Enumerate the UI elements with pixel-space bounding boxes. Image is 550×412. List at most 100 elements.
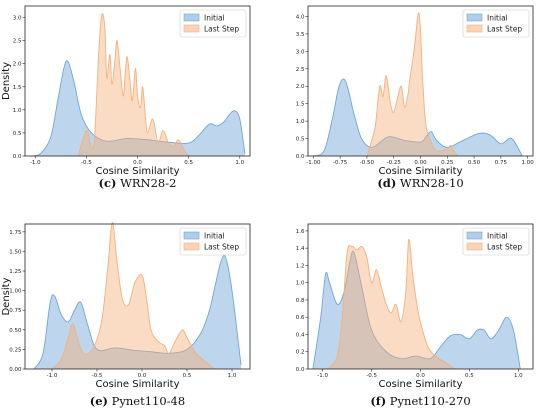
y-tick-label: 1.00 <box>9 289 22 295</box>
series-area-last-step <box>366 12 458 157</box>
legend: Initial Last Step <box>179 9 247 38</box>
panel-d: -1.00 -0.75 -0.50 -0.25 0.00 0.25 0.50 0.75 1.00… <box>296 5 535 190</box>
legend-swatch <box>466 13 483 22</box>
x-axis-label: Cosine Similarity <box>378 379 462 390</box>
y-tick-label: 2.0 <box>296 84 305 90</box>
y-tick-label: 1.6 <box>296 229 305 235</box>
y-tick-label: 1.0 <box>13 108 22 114</box>
y-tick-label: 3.5 <box>296 32 305 38</box>
x-tick-label: 0.75 <box>495 160 508 166</box>
caption-letter: (d) <box>377 176 396 190</box>
y-tick-label: 1.2 <box>296 263 305 269</box>
legend-label: Last Step <box>204 25 239 34</box>
series-line-initial <box>33 254 242 370</box>
caption-name: Pynet110-270 <box>386 394 471 408</box>
x-tick-label: -1.0 <box>317 373 328 379</box>
legend-swatch <box>183 24 200 33</box>
y-tick-label: 1.50 <box>9 249 22 255</box>
legend-swatch <box>466 242 483 251</box>
legend-swatch <box>183 13 200 22</box>
caption-letter: (e) <box>90 394 108 408</box>
y-tick-label: 0.75 <box>9 308 22 314</box>
y-tick-label: 1.0 <box>296 119 305 125</box>
legend: Initial Last Step <box>462 9 530 38</box>
series-line-last-step <box>77 13 190 157</box>
series-area-initial <box>34 255 241 369</box>
y-tick-label: 1.0 <box>296 281 305 287</box>
y-tick-label: 3.0 <box>296 49 305 55</box>
legend-label: Initial <box>204 232 225 241</box>
y-tick-label: 0.5 <box>13 131 22 137</box>
legend-label: Initial <box>487 232 508 241</box>
series-area-last-step <box>52 222 214 369</box>
plot-frame <box>24 223 251 370</box>
x-tick-label: 0.0 <box>138 373 147 379</box>
series-line-initial <box>30 60 246 157</box>
x-axis-label: Cosine Similarity <box>378 166 462 177</box>
series-area-last-step <box>327 239 455 369</box>
y-tick-label: 0.6 <box>296 315 305 321</box>
y-tick-label: 0.8 <box>296 298 305 304</box>
y-tick-label: 4.0 <box>296 14 305 20</box>
y-tick-label: 1.5 <box>296 102 305 108</box>
panel-f: -1.0 -0.5 0.0 0.5 1.0 0.0 0.2 0.4 0.6 0.8 1.0 1.2 1.… <box>296 223 534 408</box>
x-tick-label: 0.0 <box>133 160 142 166</box>
y-tick-label: 2.5 <box>296 67 305 73</box>
y-tick-label: 1.4 <box>296 246 305 252</box>
panel-c: -1.0 -0.5 0.0 0.5 1.0 0.0 0.5 1.0 1.5 2.0 2.5 3.0 Co… <box>1 5 251 190</box>
series-line-last-step <box>327 239 455 370</box>
y-tick-label: 1.5 <box>13 85 22 91</box>
y-tick-label: 2.0 <box>13 62 22 68</box>
caption-letter: (f) <box>370 394 386 408</box>
x-tick-label: 1.0 <box>235 160 244 166</box>
x-tick-label: -0.75 <box>333 160 348 166</box>
x-tick-label: 0.5 <box>184 160 193 166</box>
legend: Initial Last Step <box>179 227 247 256</box>
y-tick-label: 0.00 <box>9 367 22 373</box>
series-line-last-step <box>51 221 215 370</box>
y-tick-label: 0.0 <box>13 154 22 160</box>
y-tick-label: 0.0 <box>296 154 305 160</box>
x-tick-label: 0.00 <box>414 160 427 166</box>
x-tick-label: -0.5 <box>81 160 92 166</box>
x-tick-label: 0.25 <box>441 160 454 166</box>
legend-swatch <box>183 231 200 240</box>
x-tick-label: -1.00 <box>306 160 321 166</box>
series-area-initial <box>313 78 523 156</box>
panel-caption: (d) WRN28-10 <box>377 176 463 190</box>
series-line-initial <box>313 78 523 157</box>
legend-label: Initial <box>487 14 508 23</box>
panel-caption: (c) WRN28-2 <box>99 176 177 190</box>
x-tick-label: -0.5 <box>92 373 103 379</box>
legend-label: Last Step <box>487 243 522 252</box>
y-tick-label: 0.25 <box>9 347 22 353</box>
caption-name: WRN28-2 <box>116 176 176 190</box>
legend-label: Initial <box>204 14 225 23</box>
series-line-initial <box>312 250 521 370</box>
x-tick-label: -0.25 <box>387 160 402 166</box>
series-area-last-step <box>78 13 189 156</box>
x-tick-label: -1.0 <box>30 160 41 166</box>
y-tick-label: 0.4 <box>296 332 305 338</box>
legend: Initial Last Step <box>462 227 530 256</box>
y-tick-label: 2.5 <box>13 39 22 45</box>
panel-caption: (e) Pynet110-48 <box>90 394 185 408</box>
y-tick-label: 0.50 <box>9 328 22 334</box>
y-tick-label: 3.0 <box>13 16 22 22</box>
legend-label: Last Step <box>204 243 239 252</box>
series-area-initial <box>30 60 245 156</box>
caption-name: Pynet110-48 <box>108 394 185 408</box>
x-axis-label: Cosine Similarity <box>95 379 179 390</box>
x-tick-label: 1.00 <box>522 160 535 166</box>
x-tick-label: 1.0 <box>514 373 523 379</box>
panel-e: -1.0 -0.5 0.0 0.5 1.0 0.00 0.25 0.50 0.75 1.00 1.2… <box>1 221 251 408</box>
y-axis-label: Density <box>1 277 12 315</box>
x-tick-label: 0.5 <box>183 373 192 379</box>
legend-swatch <box>466 231 483 240</box>
y-tick-label: 0.0 <box>296 367 305 373</box>
y-tick-label: 1.25 <box>9 269 22 275</box>
caption-letter: (c) <box>99 176 117 190</box>
y-tick-label: 1.75 <box>9 230 22 236</box>
legend-swatch <box>466 24 483 33</box>
